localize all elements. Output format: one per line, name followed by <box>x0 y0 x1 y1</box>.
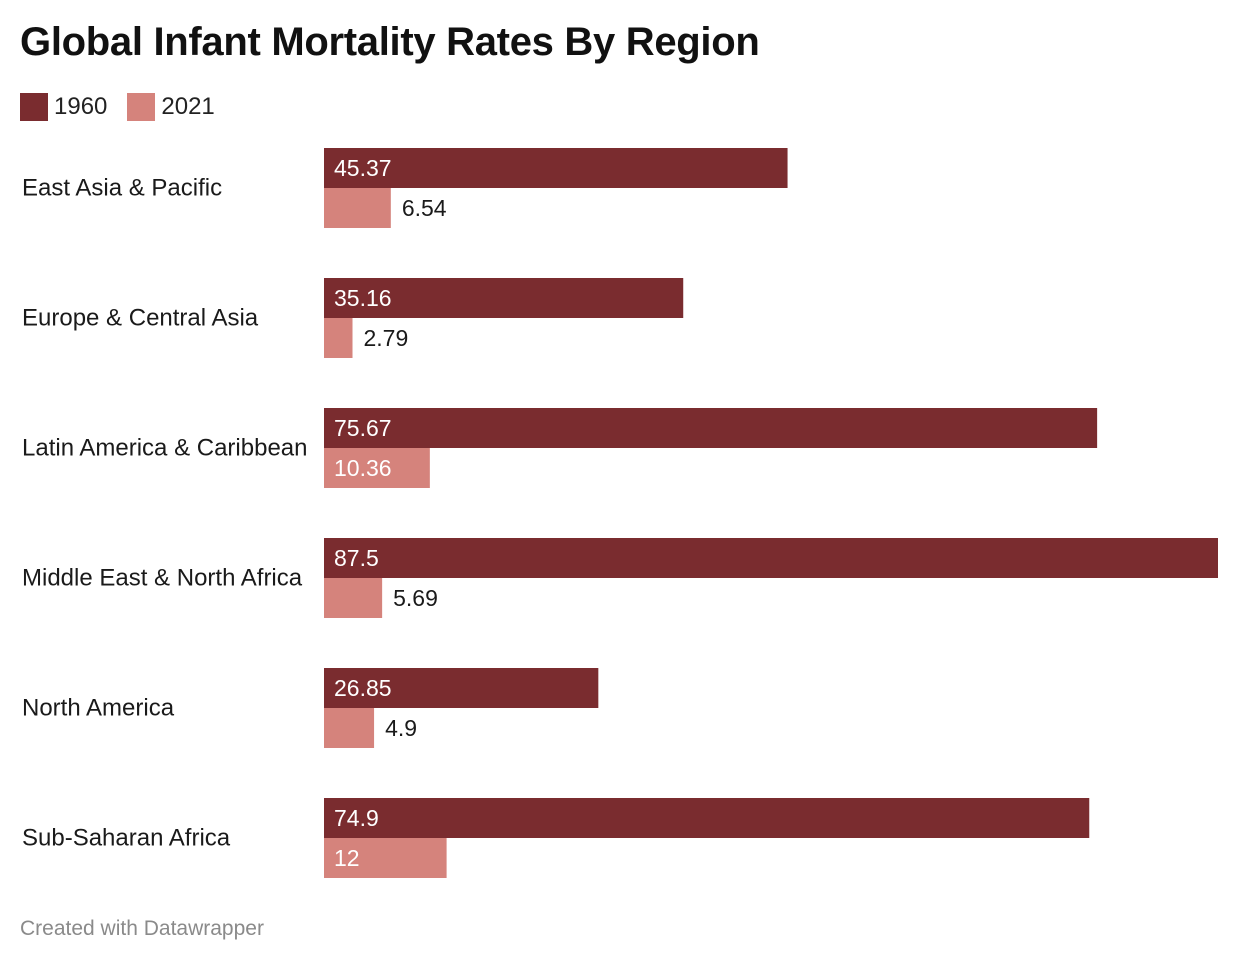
category-label-north-america: North America <box>22 695 175 722</box>
category-label-east-asia-and-pacific: East Asia & Pacific <box>22 175 222 202</box>
bar-1960-north-america <box>324 668 599 708</box>
bar-1960-sub-saharan-africa <box>324 798 1090 838</box>
data-label-2021-latin-america-and-caribbean: 10.36 <box>334 455 392 481</box>
bar-1960-east-asia-and-pacific <box>324 148 788 188</box>
bar-2021-north-america <box>324 708 375 748</box>
legend-item-1960: 1960 <box>20 93 107 121</box>
data-label-1960-middle-east-and-north-africa: 87.5 <box>334 545 379 571</box>
data-label-1960-europe-and-central-asia: 35.16 <box>334 285 392 311</box>
data-label-2021-europe-and-central-asia: 2.79 <box>364 325 409 351</box>
data-label-1960-sub-saharan-africa: 74.9 <box>334 805 379 831</box>
legend: 1960 2021 <box>20 92 235 122</box>
bar-2021-europe-and-central-asia <box>324 318 353 358</box>
legend-swatch-1960 <box>20 93 48 121</box>
legend-item-2021: 2021 <box>127 93 215 121</box>
data-label-1960-east-asia-and-pacific: 45.37 <box>334 155 392 181</box>
bar-2021-middle-east-and-north-africa <box>324 578 383 618</box>
category-label-latin-america-and-caribbean: Latin America & Caribbean <box>22 435 308 462</box>
legend-label-1960: 1960 <box>54 93 108 120</box>
data-label-2021-sub-saharan-africa: 12 <box>334 845 360 871</box>
footer-credit: Created with Datawrapper <box>20 917 264 940</box>
data-label-1960-north-america: 26.85 <box>334 675 392 701</box>
data-label-2021-east-asia-and-pacific: 6.54 <box>402 195 447 221</box>
chart-title: Global Infant Mortality Rates By Region <box>20 20 760 64</box>
bar-2021-east-asia-and-pacific <box>324 188 391 228</box>
category-label-middle-east-and-north-africa: Middle East & North Africa <box>22 565 303 592</box>
bar-1960-europe-and-central-asia <box>324 278 684 318</box>
data-label-2021-middle-east-and-north-africa: 5.69 <box>393 585 438 611</box>
bar-1960-latin-america-and-caribbean <box>324 408 1098 448</box>
data-label-1960-latin-america-and-caribbean: 75.67 <box>334 415 392 441</box>
category-label-sub-saharan-africa: Sub-Saharan Africa <box>22 825 231 852</box>
bar-2021-latin-america-and-caribbean <box>324 448 430 488</box>
bar-1960-middle-east-and-north-africa <box>324 538 1218 578</box>
category-label-europe-and-central-asia: Europe & Central Asia <box>22 305 259 332</box>
bar-2021-sub-saharan-africa <box>324 838 447 878</box>
legend-swatch-2021 <box>127 93 156 121</box>
legend-label-2021: 2021 <box>161 93 215 120</box>
data-label-2021-north-america: 4.9 <box>385 715 417 741</box>
